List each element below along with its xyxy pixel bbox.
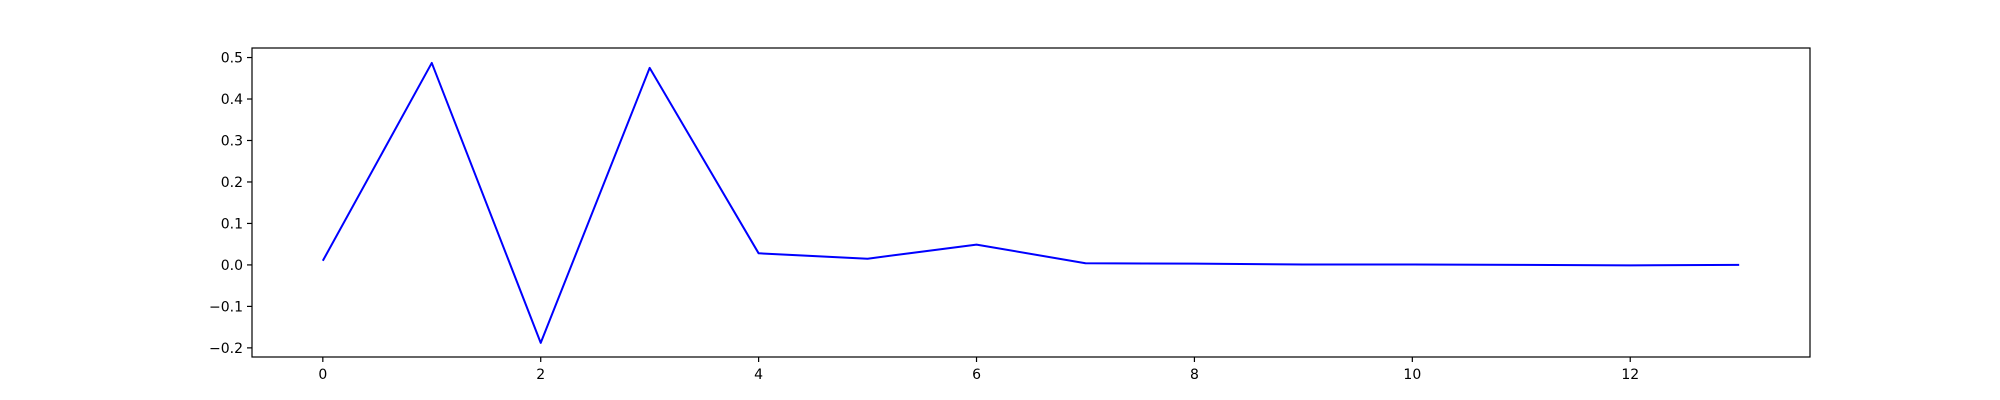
x-tick-label: 2 (536, 367, 545, 383)
x-tick-label: 10 (1403, 367, 1421, 383)
x-tick-label: 0 (318, 367, 327, 383)
x-tick-label: 4 (754, 367, 763, 383)
y-tick-label: 0.0 (221, 258, 243, 274)
plot-frame (251, 47, 1811, 358)
y-tick-label: −0.1 (209, 299, 243, 315)
x-tick-label: 6 (972, 367, 981, 383)
plot-axes: 0 2 4 6 8 10 12 −0.2 −0.1 0.0 0.1 0.2 0.3 0.4 0.5 (209, 47, 1811, 383)
y-tick-label: 0.1 (221, 216, 243, 232)
y-tick-label: −0.2 (209, 341, 243, 357)
series-line (321, 61, 1740, 344)
y-tick-label: 0.2 (221, 175, 243, 191)
y-tick-label: 0.3 (221, 133, 243, 149)
x-tick-label: 8 (1190, 367, 1199, 383)
y-tick-label: 0.5 (221, 51, 243, 67)
y-tick-label: 0.4 (221, 92, 243, 108)
series-layer (321, 61, 1740, 344)
x-tick-label: 12 (1621, 367, 1639, 383)
